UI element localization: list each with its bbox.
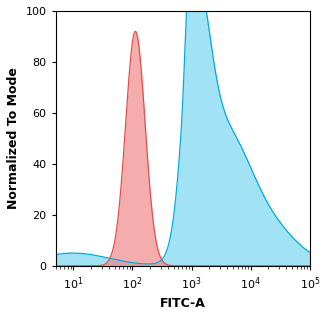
- X-axis label: FITC-A: FITC-A: [160, 297, 206, 310]
- Y-axis label: Normalized To Mode: Normalized To Mode: [7, 68, 20, 209]
